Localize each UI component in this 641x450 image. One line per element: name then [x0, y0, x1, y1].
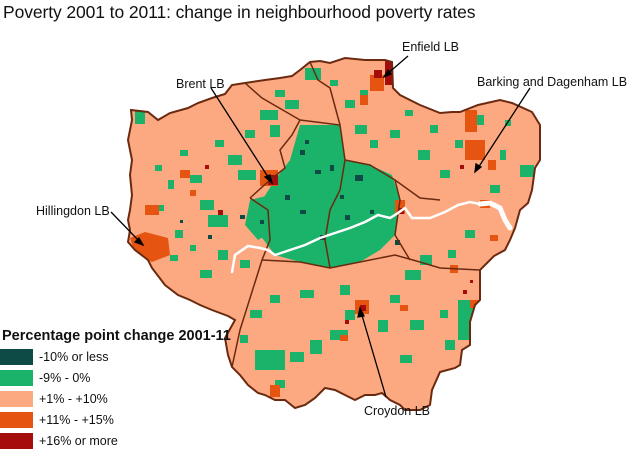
- sub-region-boundaries: [231, 61, 481, 368]
- annotation-arrows: [110, 55, 531, 398]
- legend-title: Percentage point change 2001-11: [2, 328, 231, 344]
- annotation-hillingdon: Hillingdon LB: [36, 204, 110, 218]
- legend-item: -9% - 0%: [0, 369, 90, 387]
- legend-label: +1% - +10%: [39, 392, 108, 406]
- london-boundary: [126, 56, 541, 411]
- legend: Percentage point change 2001-11 -10% or …: [0, 328, 240, 449]
- map-title: Poverty 2001 to 2011: change in neighbou…: [3, 2, 476, 22]
- annotation-barking: Barking and Dagenham LB: [477, 75, 628, 89]
- legend-item: +1% - +10%: [0, 390, 108, 408]
- annotation-croydon: Croydon LB: [364, 404, 431, 418]
- legend-swatch: [0, 391, 33, 407]
- annotation-brent: Brent LB: [176, 77, 225, 91]
- legend-label: -9% - 0%: [39, 371, 91, 385]
- legend-label: +16% or more: [39, 434, 118, 448]
- river-thames: [230, 200, 513, 274]
- legend-swatch: [0, 412, 33, 428]
- legend-label: +11% - +15%: [39, 413, 114, 427]
- legend-swatch: [0, 370, 33, 386]
- legend-item: -10% or less: [0, 348, 108, 366]
- legend-item: +11% - +15%: [0, 411, 114, 429]
- legend-label: -10% or less: [39, 350, 109, 364]
- annotation-enfield: Enfield LB: [402, 40, 459, 54]
- legend-swatch: [0, 349, 33, 365]
- legend-swatch: [0, 433, 33, 449]
- legend-item: +16% or more: [0, 432, 118, 450]
